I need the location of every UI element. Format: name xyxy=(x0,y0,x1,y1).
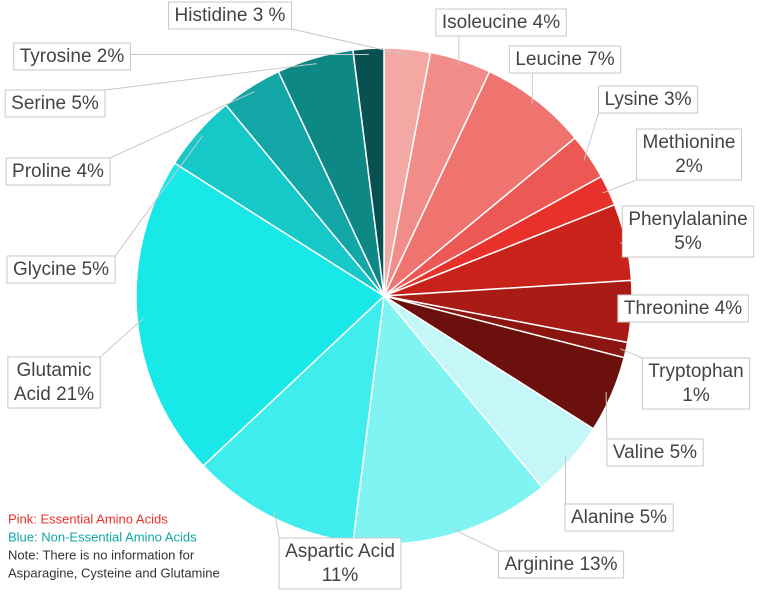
slices xyxy=(135,47,633,545)
label-line: Methionine xyxy=(643,132,736,153)
label-text: Glutamic Acid 21% xyxy=(14,360,94,405)
label-line: Proline 4% xyxy=(12,161,104,182)
label-line: Leucine 7% xyxy=(515,49,614,70)
leader-line xyxy=(273,511,280,539)
label-text: Lysine 3% xyxy=(605,89,692,110)
label-line: Threonine 4% xyxy=(624,298,742,319)
label-text: Alanine 5% xyxy=(571,507,667,528)
data-label: Tryptophan 1% xyxy=(641,357,751,410)
leader-line xyxy=(602,179,637,194)
label-text: Proline 4% xyxy=(12,161,104,182)
label-text: Glycine 5% xyxy=(13,259,109,280)
data-label: Serine 5% xyxy=(4,89,106,118)
label-line: Histidine 3 % xyxy=(175,5,286,26)
label-line: Aspartic Acid xyxy=(285,541,395,562)
data-label: Methionine 2% xyxy=(636,128,742,181)
label-text: Tryptophan 1% xyxy=(648,361,743,406)
label-box xyxy=(5,157,111,186)
data-label: Alanine 5% xyxy=(564,503,674,532)
data-label: Phenylalanine 5% xyxy=(621,205,755,258)
label-line: Tyrosine 2% xyxy=(20,46,125,67)
leader-line xyxy=(104,63,317,91)
label-line: Acid 21% xyxy=(14,384,94,405)
leader-line xyxy=(605,392,608,440)
label-line: 1% xyxy=(682,385,710,406)
data-label: Arginine 13% xyxy=(497,550,625,579)
label-line: Serine 5% xyxy=(11,93,99,114)
leader-line xyxy=(291,28,407,56)
label-line: Glutamic xyxy=(17,360,92,381)
label-text: Isoleucine 4% xyxy=(442,12,560,33)
label-line: Arginine 13% xyxy=(504,554,617,575)
data-label: Threonine 4% xyxy=(617,294,749,323)
leader-line xyxy=(114,135,203,257)
leader-line xyxy=(619,348,643,359)
data-label: Glycine 5% xyxy=(6,255,116,284)
label-text: Aspartic Acid 11% xyxy=(285,541,395,586)
label-box xyxy=(168,1,293,30)
label-box xyxy=(7,356,101,409)
data-label: Leucine 7% xyxy=(508,45,622,74)
slice xyxy=(352,47,385,297)
note: Note: There is no information for xyxy=(8,547,195,562)
label-box xyxy=(598,85,699,114)
note: Asparagine, Cysteine and Glutamine xyxy=(8,565,220,580)
label-text: Threonine 4% xyxy=(624,298,742,319)
data-label: Valine 5% xyxy=(606,438,704,467)
data-label: Histidine 3 % xyxy=(168,1,293,30)
data-label: Glutamic Acid 21% xyxy=(7,356,101,409)
label-box xyxy=(497,550,625,579)
label-box xyxy=(606,438,704,467)
data-label: Lysine 3% xyxy=(598,85,699,114)
leader-line xyxy=(99,318,144,358)
label-line: Isoleucine 4% xyxy=(442,12,560,33)
label-text: Methionine 2% xyxy=(643,132,736,177)
label-box xyxy=(641,357,751,410)
slice xyxy=(383,70,577,297)
label-box xyxy=(636,128,742,181)
data-label: Isoleucine 4% xyxy=(435,8,567,37)
label-box xyxy=(13,42,131,71)
label-line: Tryptophan xyxy=(648,361,743,382)
note: Pink: Essential Amino Acids xyxy=(8,511,168,526)
label-text: Arginine 13% xyxy=(504,554,617,575)
label-line: 2% xyxy=(675,156,703,177)
label-box xyxy=(564,503,674,532)
label-box xyxy=(435,8,567,37)
label-box xyxy=(508,45,622,74)
note: Blue: Non-Essential Amino Acids xyxy=(8,529,197,544)
label-line: 5% xyxy=(674,233,702,254)
slice xyxy=(135,162,386,467)
label-box xyxy=(621,205,755,258)
label-box xyxy=(6,255,116,284)
label-text: Serine 5% xyxy=(11,93,99,114)
leader-line xyxy=(109,91,255,159)
label-line: Glycine 5% xyxy=(13,259,109,280)
label-box xyxy=(278,537,402,590)
label-box xyxy=(4,89,106,118)
leader-line xyxy=(451,527,499,552)
label-text: Tyrosine 2% xyxy=(20,46,125,67)
leader-lines xyxy=(99,28,643,552)
data-label: Proline 4% xyxy=(5,157,111,186)
leader-line xyxy=(583,112,599,161)
label-line: Lysine 3% xyxy=(605,89,692,110)
data-label: Aspartic Acid 11% xyxy=(278,537,402,590)
label-text: Leucine 7% xyxy=(515,49,614,70)
label-box xyxy=(617,294,749,323)
label-text: Valine 5% xyxy=(613,442,697,463)
data-label: Tyrosine 2% xyxy=(13,42,131,71)
label-text: Phenylalanine 5% xyxy=(628,209,747,254)
label-line: 11% xyxy=(322,565,359,586)
label-text: Histidine 3 % xyxy=(175,5,286,26)
label-line: Valine 5% xyxy=(613,442,697,463)
label-line: Alanine 5% xyxy=(571,507,667,528)
label-line: Phenylalanine xyxy=(628,209,747,230)
